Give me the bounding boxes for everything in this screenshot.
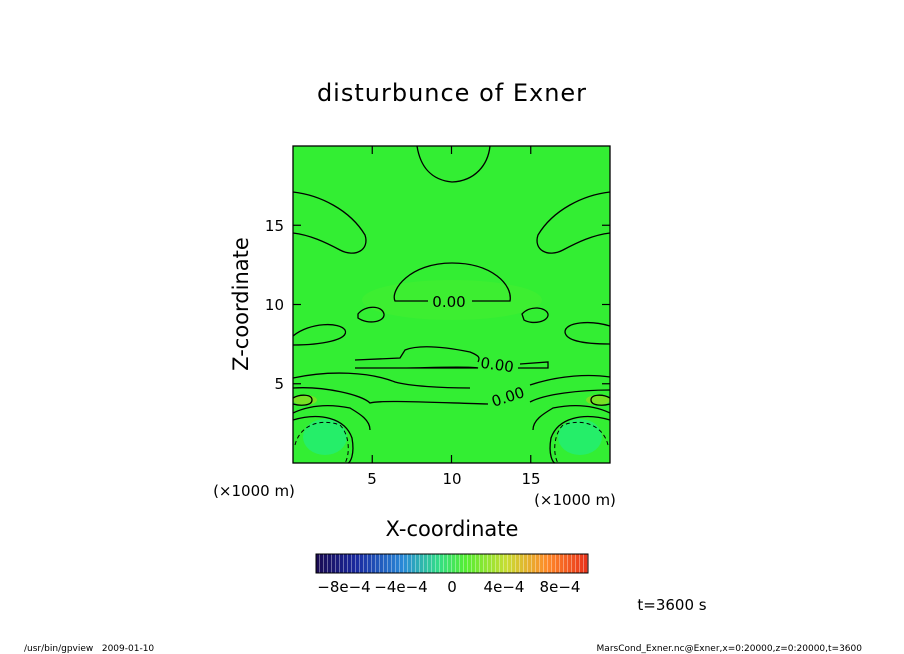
contour-line [554,421,609,464]
colorbar-tick-label: 8e−4 [540,578,581,596]
contour-line [292,405,371,431]
x-ticks [371,146,532,463]
x-axis: 5 10 15 (×1000 m) X-coordinate [367,146,616,541]
contour-line [292,191,367,254]
contour-line [292,387,611,405]
contour-line [354,346,549,369]
footer-left: /usr/bin/gpview 2009-01-10 [24,644,154,654]
y-unit-label: (×1000 m) [213,482,295,500]
contour-line [549,416,611,464]
y-tick-label: 5 [274,375,284,393]
contour-line [294,421,349,464]
contour-line [292,324,347,346]
colorbar-tick-label: −8e−4 [317,578,370,596]
negative-contours [294,421,609,464]
colorbar-tick-label: 0 [447,578,457,596]
field-shade [362,280,542,320]
x-tick-label: 15 [521,470,540,488]
contour-line [393,262,511,302]
contour-line [416,145,491,183]
colorbar-frame [315,553,589,574]
time-label: t=3600 s [637,596,706,614]
contour-label: 0.00 [479,354,515,376]
y-tick-label: 10 [265,296,284,314]
chart-title: disturbunce of Exner [317,79,587,107]
contour-line [564,321,611,345]
colorbar-stripes [316,554,588,573]
colorbar-tick-label: 4e−4 [484,578,525,596]
y-axis-title: Z-coordinate [229,237,253,371]
y-axis: 5 10 15 (×1000 m) Z-coordinate [213,217,610,500]
x-tick-label: 10 [442,470,461,488]
contour-line [536,191,611,254]
colorbar-tick-label: −4e−4 [374,578,427,596]
y-tick-label: 15 [265,217,284,235]
contour-line [292,394,313,406]
contour-lines [292,145,611,464]
field-shade [303,419,347,455]
field-shade [558,419,602,455]
y-ticks [293,224,610,385]
contour-line [521,307,549,324]
contour-line [532,405,611,431]
plot-area: 0.00 0.00 0.00 [292,145,611,464]
contour-label: 0.00 [432,293,465,311]
x-unit-label: (×1000 m) [534,491,616,509]
x-tick-label: 5 [367,470,377,488]
contour-line [590,394,611,406]
contour-line [357,306,385,323]
footer-right: MarsCond_Exner.nc@Exner,x=0:20000,z=0:20… [597,644,863,654]
contour-line [292,416,354,464]
contour-line [292,372,611,389]
x-axis-title: X-coordinate [386,517,519,541]
colorbar: −8e−4 −4e−4 0 4e−4 8e−4 [315,553,589,596]
